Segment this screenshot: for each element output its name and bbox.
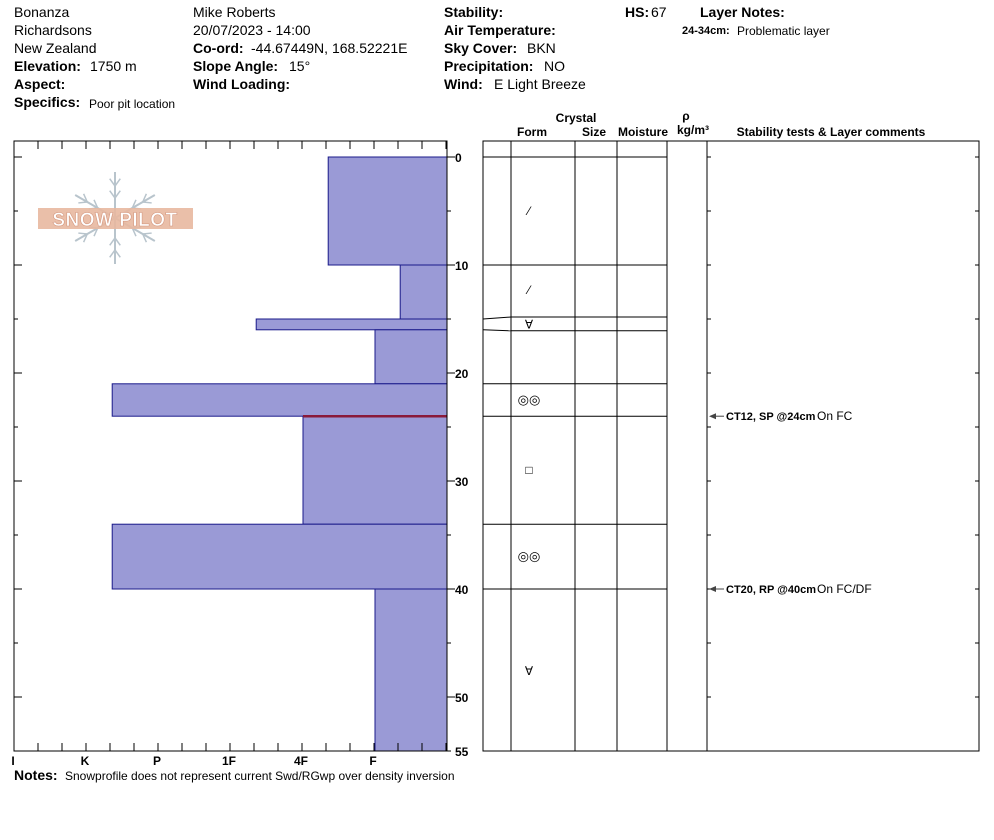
air-temp-label: Air Temperature: bbox=[444, 22, 556, 38]
snowpilot-logo: SNOW PILOT bbox=[38, 172, 193, 264]
snowflake-branch bbox=[114, 190, 121, 199]
hardness-label: 4F bbox=[294, 754, 308, 768]
stability-label: Stability: bbox=[444, 4, 504, 20]
snowflake-branch bbox=[82, 193, 88, 203]
snowflake-branch bbox=[142, 233, 148, 243]
hardness-layer bbox=[374, 329, 448, 385]
snowflake-branch bbox=[142, 193, 148, 203]
snowflake-branch bbox=[109, 249, 116, 258]
slope-value: 15° bbox=[289, 58, 311, 74]
depth-label: 0 bbox=[455, 151, 462, 165]
layer-notes-label: Layer Notes: bbox=[700, 4, 785, 20]
hardness-frame bbox=[13, 140, 448, 752]
depth-label: 40 bbox=[455, 583, 469, 597]
hardness-label: I bbox=[11, 754, 14, 768]
hardness-layers bbox=[111, 156, 448, 752]
snowflake-branch bbox=[131, 199, 137, 209]
hs-value: 67 bbox=[651, 4, 667, 20]
layer-notes-range: 24-34cm: bbox=[682, 25, 730, 37]
layer-notes-text: Problematic layer bbox=[737, 24, 830, 38]
range: Richardsons bbox=[14, 22, 92, 38]
snowflake-branch bbox=[82, 233, 88, 243]
slope-label: Slope Angle: bbox=[193, 58, 279, 74]
location: Bonanza bbox=[14, 4, 70, 20]
hardness-label: K bbox=[81, 754, 90, 768]
hardness-layer bbox=[399, 264, 448, 320]
snowflake-branch bbox=[93, 227, 99, 237]
hardness-axis: I K P 1F 4F F bbox=[11, 754, 376, 768]
snowflake-branch bbox=[109, 178, 116, 187]
logo-text: SNOW PILOT bbox=[52, 210, 177, 231]
snowflake-branch bbox=[78, 232, 88, 235]
elevation-value: 1750 m bbox=[90, 58, 137, 74]
hardness-layer bbox=[111, 383, 448, 417]
depth-label: 30 bbox=[455, 475, 469, 489]
wind-loading-label: Wind Loading: bbox=[193, 76, 291, 92]
hardness-layer bbox=[327, 156, 448, 266]
specifics-label: Specifics: bbox=[14, 94, 81, 110]
datetime: 20/07/2023 - 14:00 bbox=[193, 22, 311, 38]
snowflake-branch bbox=[142, 201, 152, 204]
coord-value: -44.67449N, 168.52221E bbox=[251, 40, 408, 56]
snowflake-branch bbox=[114, 237, 121, 246]
hardness-layer bbox=[302, 415, 448, 525]
elevation-label: Elevation: bbox=[14, 58, 81, 74]
hardness-label: F bbox=[369, 754, 376, 768]
observer: Mike Roberts bbox=[193, 4, 276, 20]
hardness-label: P bbox=[153, 754, 161, 768]
depth-label: 50 bbox=[455, 691, 469, 705]
notes-label: Notes: bbox=[14, 767, 58, 783]
snowflake-branch bbox=[78, 201, 88, 204]
hardness-layer bbox=[111, 523, 448, 590]
snowflake-branch bbox=[93, 199, 99, 209]
hardness-layer bbox=[374, 588, 448, 752]
snowflake-branch bbox=[131, 227, 137, 237]
country: New Zealand bbox=[14, 40, 97, 56]
coord-label: Co-ord: bbox=[193, 40, 244, 56]
hardness-label: 1F bbox=[222, 754, 236, 768]
depth-label: 10 bbox=[455, 259, 469, 273]
precip-label: Precipitation: bbox=[444, 58, 534, 74]
snowflake-branch bbox=[114, 178, 121, 187]
aspect-label: Aspect: bbox=[14, 76, 66, 92]
wind-value: E Light Breeze bbox=[494, 76, 586, 92]
specifics-value: Poor pit location bbox=[89, 97, 176, 111]
logo-banner bbox=[38, 208, 193, 229]
depth-axis: 0 10 20 30 40 50 55 bbox=[14, 151, 469, 759]
depth-label: 55 bbox=[455, 745, 469, 759]
snowflake-branch bbox=[109, 190, 116, 199]
snowflake-branch bbox=[114, 249, 121, 258]
sky-label: Sky Cover: bbox=[444, 40, 518, 56]
snowflake-branch bbox=[109, 237, 116, 246]
precip-value: NO bbox=[544, 58, 565, 74]
notes-text: Snowprofile does not represent current S… bbox=[65, 769, 455, 783]
wind-label: Wind: bbox=[444, 76, 483, 92]
sky-value: BKN bbox=[527, 40, 556, 56]
hardness-layer bbox=[255, 318, 448, 331]
depth-label: 20 bbox=[455, 367, 469, 381]
snowflake-branch bbox=[142, 232, 152, 235]
hs-label: HS: bbox=[625, 4, 650, 20]
